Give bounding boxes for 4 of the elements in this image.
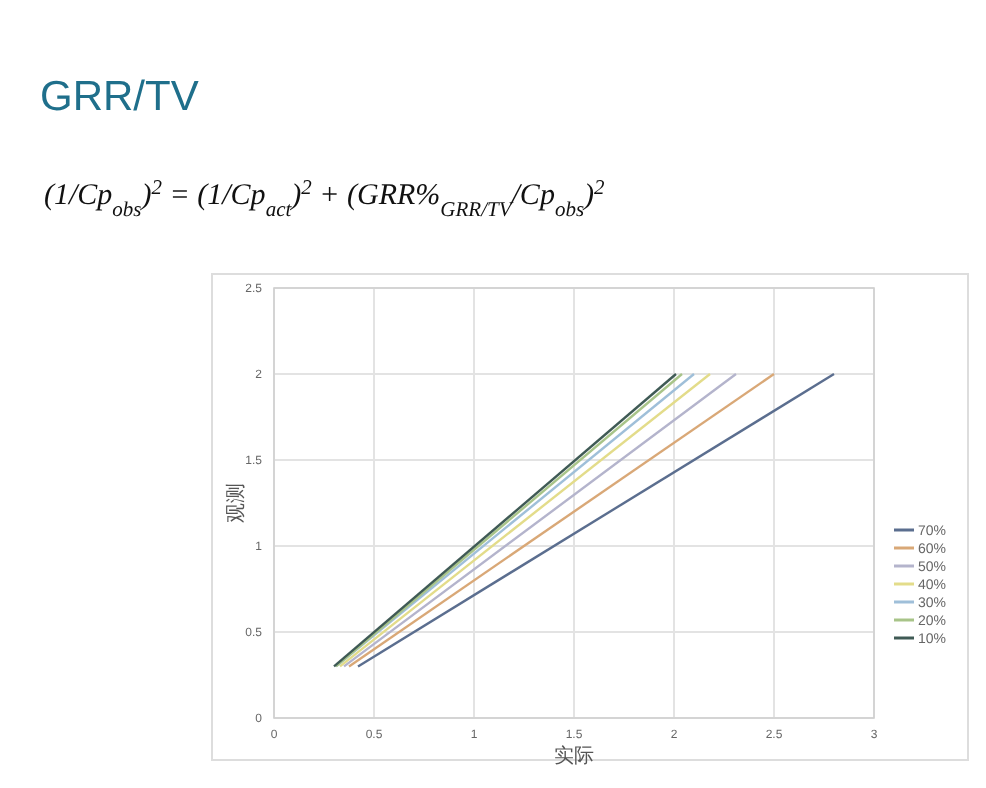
x-axis-title: 实际 [554,744,594,768]
text: (1/Cp$_{obs}$)$^{2}$ = (1/Cp$_{act}$)$^{2}$ + (GRR%$_{GRR/TV}$/Cp$_{obs}$)$^{2}$ [44,177,605,221]
y-axis-title: 观测 [224,483,248,523]
chart-title: GRR/TV [40,74,199,120]
